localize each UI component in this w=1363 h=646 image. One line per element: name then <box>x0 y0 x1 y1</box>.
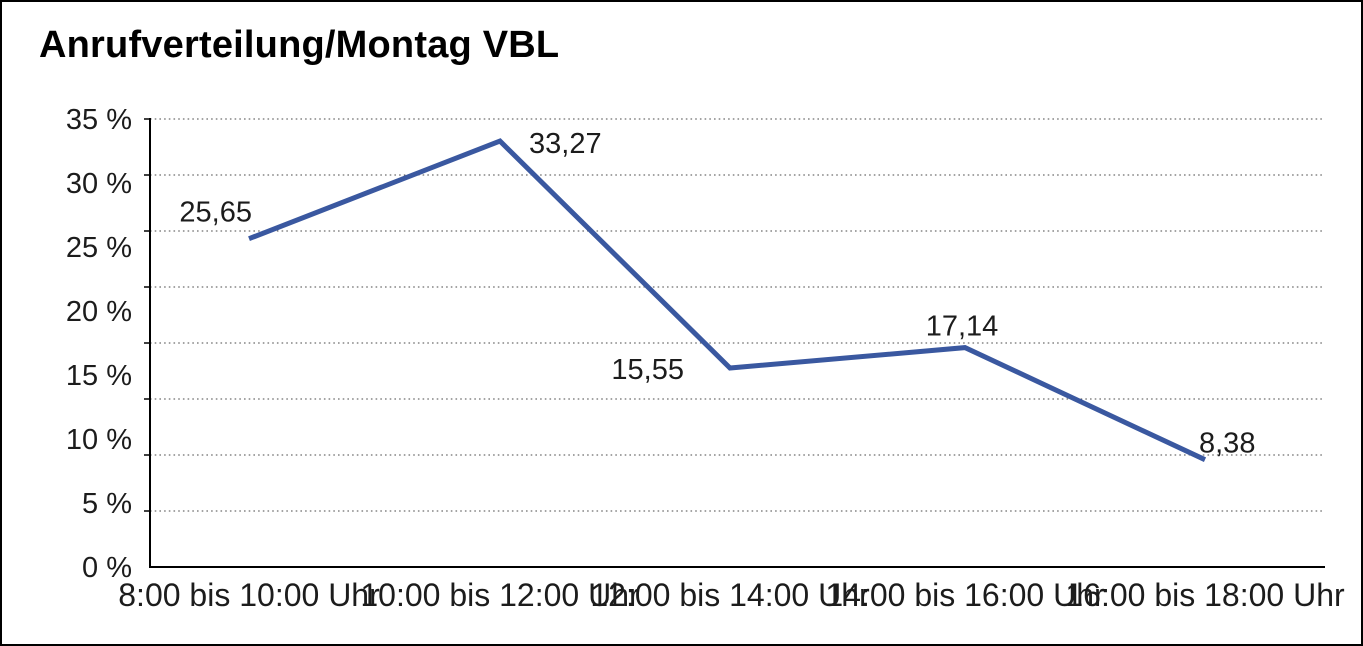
axes <box>149 118 1325 568</box>
x-category-label: 8:00 bis 10:00 Uhr <box>118 577 380 613</box>
y-tick-label: 20 % <box>66 296 132 328</box>
data-point-labels: 25,65 33,27 15,55 17,14 8,38 <box>179 128 1255 460</box>
y-tick-label: 5 % <box>82 488 132 520</box>
y-tick-label: 35 % <box>66 104 132 136</box>
x-category-label: 16:00 bis 18:00 Uhr <box>1065 577 1345 613</box>
data-point-label: 15,55 <box>611 354 684 386</box>
y-tick-label: 15 % <box>66 360 132 392</box>
y-tick-label: 10 % <box>66 424 132 456</box>
x-category-label: 10:00 bis 12:00 Uhr <box>360 577 640 613</box>
data-point-label: 25,65 <box>179 197 252 229</box>
series-line <box>248 138 1207 462</box>
gridlines <box>150 118 1325 512</box>
data-point-label: 17,14 <box>926 311 999 343</box>
data-point-label: 8,38 <box>1199 428 1255 460</box>
y-axis-labels: 35 % 30 % 25 % 20 % 15 % 10 % 5 % 0 % <box>66 104 132 584</box>
y-tick-label: 30 % <box>66 168 132 200</box>
y-tick-label: 0 % <box>82 552 132 584</box>
data-series <box>248 138 1207 462</box>
x-category-label: 14:00 bis 16:00 Uhr <box>825 577 1105 613</box>
y-tick-label: 25 % <box>66 232 132 264</box>
x-category-label: 12:00 bis 14:00 Uhr <box>590 577 870 613</box>
chart-title: Anrufverteilung/Montag VBL <box>39 24 560 66</box>
data-point-label: 33,27 <box>529 128 602 160</box>
